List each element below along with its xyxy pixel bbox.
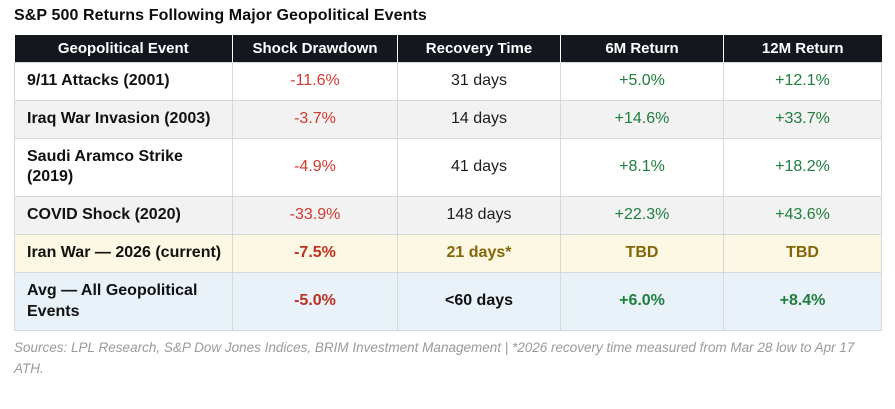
page: S&P 500 Returns Following Major Geopolit…	[14, 7, 882, 376]
cell-12m-return: +18.2%	[723, 137, 882, 198]
cell-6m-return: TBD	[560, 233, 724, 273]
column-header-drawdown: Shock Drawdown	[232, 35, 398, 63]
cell-drawdown: -11.6%	[232, 62, 398, 101]
cell-event: COVID Shock (2020)	[14, 196, 233, 235]
geopolitical-returns-table: Geopolitical Event Shock Drawdown Recove…	[14, 35, 882, 332]
cell-12m-return: +12.1%	[723, 62, 882, 101]
cell-event: 9/11 Attacks (2001)	[14, 62, 233, 101]
table-row-current-event: Iran War — 2026 (current) -7.5% 21 days*…	[14, 233, 882, 273]
cell-drawdown: -3.7%	[232, 99, 398, 139]
table-row: Iraq War Invasion (2003) -3.7% 14 days +…	[14, 99, 882, 139]
cell-6m-return: +6.0%	[560, 271, 724, 332]
cell-event: Iraq War Invasion (2003)	[14, 99, 233, 139]
cell-recovery: 31 days	[397, 62, 561, 101]
cell-12m-return: +8.4%	[723, 271, 882, 332]
cell-drawdown: -7.5%	[232, 233, 398, 273]
cell-event: Saudi Aramco Strike (2019)	[14, 137, 233, 198]
cell-6m-return: +5.0%	[560, 62, 724, 101]
cell-6m-return: +8.1%	[560, 137, 724, 198]
cell-recovery: 14 days	[397, 99, 561, 139]
table-row-average: Avg — All Geopolitical Events -5.0% <60 …	[14, 271, 882, 332]
cell-event: Avg — All Geopolitical Events	[14, 271, 233, 332]
cell-recovery: 41 days	[397, 137, 561, 198]
page-title: S&P 500 Returns Following Major Geopolit…	[14, 7, 427, 24]
cell-12m-return: +43.6%	[723, 196, 882, 235]
table-row: COVID Shock (2020) -33.9% 148 days +22.3…	[14, 196, 882, 235]
table-row: Saudi Aramco Strike (2019) -4.9% 41 days…	[14, 137, 882, 198]
column-header-12m-return: 12M Return	[723, 35, 882, 63]
column-header-6m-return: 6M Return	[560, 35, 724, 63]
cell-drawdown: -4.9%	[232, 137, 398, 198]
source-footnote: Sources: LPL Research, S&P Dow Jones Ind…	[14, 340, 855, 376]
table-body: 9/11 Attacks (2001) -11.6% 31 days +5.0%…	[14, 62, 882, 332]
cell-event: Iran War — 2026 (current)	[14, 233, 233, 273]
header-row: Geopolitical Event Shock Drawdown Recove…	[14, 35, 882, 63]
cell-recovery: <60 days	[397, 271, 561, 332]
cell-6m-return: +22.3%	[560, 196, 724, 235]
cell-12m-return: TBD	[723, 233, 882, 273]
cell-12m-return: +33.7%	[723, 99, 882, 139]
cell-recovery: 148 days	[397, 196, 561, 235]
cell-drawdown: -5.0%	[232, 271, 398, 332]
cell-drawdown: -33.9%	[232, 196, 398, 235]
column-header-recovery: Recovery Time	[397, 35, 561, 63]
cell-6m-return: +14.6%	[560, 99, 724, 139]
cell-recovery: 21 days*	[397, 233, 561, 273]
table-header: Geopolitical Event Shock Drawdown Recove…	[14, 35, 882, 63]
table-row: 9/11 Attacks (2001) -11.6% 31 days +5.0%…	[14, 62, 882, 101]
column-header-event: Geopolitical Event	[14, 35, 233, 63]
